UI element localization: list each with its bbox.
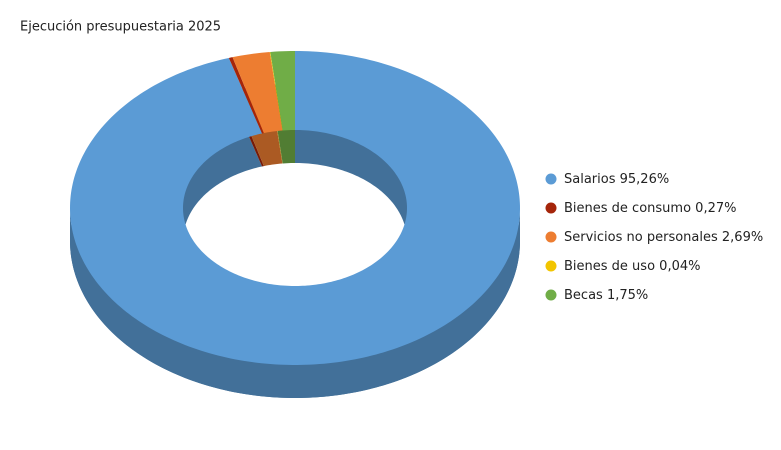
legend-label: Salarios [564,172,616,187]
legend: Salarios 95,26% Bienes de consumo 0,27% Se… [545,172,763,303]
chart-title: Ejecución presupuestaria 2025 [20,20,221,35]
legend-value: 2,69% [722,230,763,245]
legend-item: Salarios 95,26% [564,172,669,187]
legend-value: 0,04% [659,259,700,274]
legend-item: Bienes de consumo 0,27% [564,201,736,216]
slice [70,51,520,365]
slice-side [70,208,520,398]
legend-label: Bienes de consumo [564,201,691,216]
legend-value: 1,75% [607,288,648,303]
legend-item: Becas 1,75% [564,288,648,303]
legend-label: Bienes de uso [564,259,655,274]
legend-swatch [545,289,557,301]
legend-swatch [545,202,557,214]
legend-label: Servicios no personales [564,230,718,245]
legend-swatch [545,231,557,243]
legend-value: 95,26% [620,172,670,187]
slice [228,57,264,134]
legend-value: 0,27% [695,201,736,216]
legend-swatch [545,173,557,185]
slice [270,51,295,131]
slice [269,51,283,131]
legend-label: Becas [564,288,603,303]
legend-item: Servicios no personales 2,69% [564,230,763,245]
donut [70,51,520,398]
legend-item: Bienes de uso 0,04% [564,259,700,274]
slice [232,51,283,134]
legend-swatch [545,260,557,272]
